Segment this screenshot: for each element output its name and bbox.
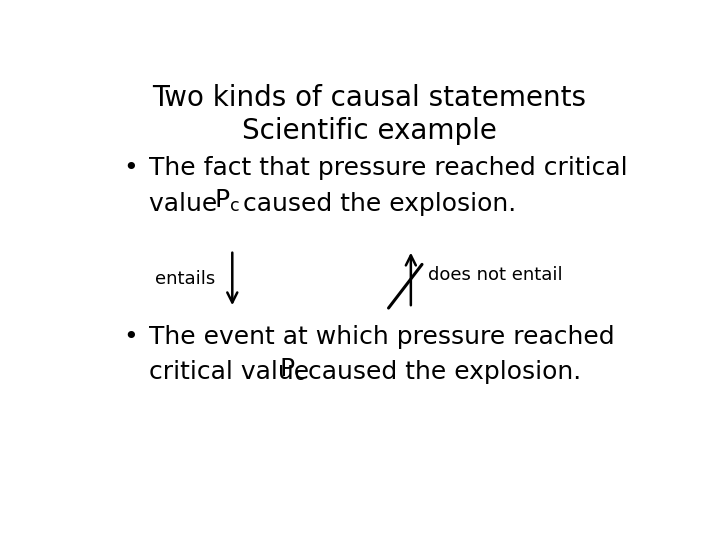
Text: caused the explosion.: caused the explosion. xyxy=(235,192,516,215)
Text: The fact that pressure reached critical: The fact that pressure reached critical xyxy=(148,156,627,180)
Text: critical value: critical value xyxy=(148,360,317,384)
Text: •: • xyxy=(124,325,138,349)
Text: caused the explosion.: caused the explosion. xyxy=(300,360,582,384)
Text: entails: entails xyxy=(156,270,215,288)
Text: does not entail: does not entail xyxy=(428,266,562,284)
Text: Scientific example: Scientific example xyxy=(242,117,496,145)
Text: Two kinds of causal statements: Two kinds of causal statements xyxy=(152,84,586,112)
Text: •: • xyxy=(124,156,138,180)
Text: $\mathregular{P_c}$: $\mathregular{P_c}$ xyxy=(279,357,305,383)
Text: The event at which pressure reached: The event at which pressure reached xyxy=(148,325,614,349)
Text: $\mathregular{P_c}$: $\mathregular{P_c}$ xyxy=(215,188,240,214)
Text: value: value xyxy=(148,192,225,215)
